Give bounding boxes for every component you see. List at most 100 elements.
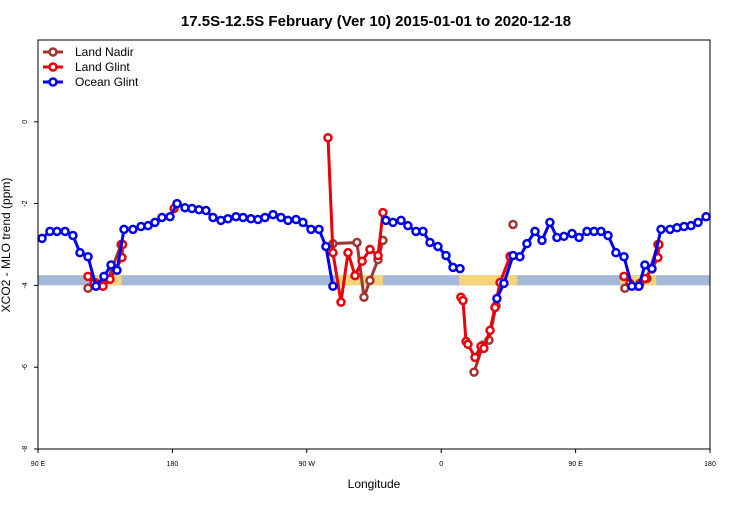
data-point <box>515 252 525 262</box>
data-point <box>52 226 62 237</box>
data-point <box>463 339 473 350</box>
data-point <box>268 209 278 220</box>
x-tick-label: 90 E <box>568 461 583 468</box>
x-tick-label: 90 W <box>299 461 316 468</box>
data-point <box>75 247 85 258</box>
data-point <box>373 250 383 261</box>
data-point <box>359 292 369 303</box>
data-point <box>328 247 338 258</box>
data-point <box>128 224 138 235</box>
data-point <box>157 212 167 223</box>
data-point <box>388 217 398 228</box>
data-point <box>603 230 613 241</box>
data-point <box>321 241 331 252</box>
data-point <box>647 263 657 274</box>
data-point <box>530 226 540 237</box>
x-tick-label: 180 <box>167 461 179 468</box>
data-point <box>91 281 101 291</box>
data-point <box>119 224 129 235</box>
data-point <box>418 226 428 237</box>
y-tick-label: -6 <box>22 364 29 370</box>
legend-marker <box>48 77 58 87</box>
y-tick-label: -8 <box>22 446 29 452</box>
data-point <box>433 241 443 252</box>
data-point <box>357 256 367 267</box>
data-point <box>479 343 489 354</box>
data-point <box>314 224 324 235</box>
land-band <box>335 275 383 286</box>
data-point <box>328 281 338 291</box>
data-point <box>343 247 353 258</box>
data-point <box>336 297 346 307</box>
data-point <box>350 270 360 281</box>
data-point <box>485 325 495 336</box>
data-point <box>425 237 435 248</box>
legend-label: Land Nadir <box>75 45 134 59</box>
plot-area <box>37 133 711 377</box>
data-point <box>634 281 644 291</box>
data-point <box>83 283 93 294</box>
data-point <box>60 226 70 237</box>
data-point <box>165 211 175 222</box>
data-point <box>172 198 182 209</box>
data-point <box>567 228 577 239</box>
land-band <box>459 275 518 286</box>
data-point <box>522 238 532 249</box>
data-point <box>499 278 509 289</box>
data-point <box>470 352 480 363</box>
y-tick-label: -4 <box>22 282 29 288</box>
chart-title: 17.5S-12.5S February (Ver 10) 2015-01-01… <box>181 13 571 30</box>
data-point <box>365 244 375 255</box>
data-point <box>693 217 703 228</box>
data-point <box>260 212 270 223</box>
data-point <box>37 233 47 244</box>
data-point <box>323 133 333 143</box>
data-point <box>83 271 93 282</box>
plot-frame <box>37 39 711 450</box>
data-point <box>701 211 711 222</box>
series-line <box>87 240 660 373</box>
data-point <box>441 250 451 261</box>
data-point <box>455 263 465 274</box>
data-point <box>490 302 500 313</box>
data-point <box>508 219 518 230</box>
legend-label: Land Glint <box>75 60 130 74</box>
y-tick-label: 0 <box>22 120 29 124</box>
data-point <box>656 224 666 235</box>
data-point <box>283 215 293 226</box>
data-point <box>545 217 555 228</box>
data-point <box>112 265 122 276</box>
data-point <box>611 247 621 258</box>
data-point <box>492 293 502 304</box>
data-point <box>596 226 606 237</box>
x-tick-label: 90 E <box>31 461 46 468</box>
data-point <box>106 260 116 270</box>
data-point <box>365 275 375 286</box>
data-point <box>238 212 248 223</box>
data-point <box>99 271 109 282</box>
legend-marker <box>48 62 58 72</box>
data-point <box>298 217 308 228</box>
data-point <box>686 220 696 231</box>
data-point <box>574 232 584 243</box>
data-point <box>83 252 93 262</box>
legend-label: Ocean Glint <box>75 75 139 89</box>
data-point <box>378 207 388 218</box>
x-tick-label: 0 <box>439 461 443 468</box>
data-point <box>619 252 629 262</box>
y-tick-label: -2 <box>22 200 29 206</box>
data-point <box>208 212 218 223</box>
x-axis-label: Longitude <box>348 477 401 491</box>
data-point <box>469 367 479 377</box>
data-point <box>201 205 211 216</box>
data-point <box>396 215 406 226</box>
x-tick-label: 180 <box>704 461 716 468</box>
data-point <box>458 295 468 306</box>
data-point <box>150 217 160 228</box>
data-point <box>306 224 316 235</box>
data-point <box>223 213 233 224</box>
data-point <box>68 230 78 241</box>
